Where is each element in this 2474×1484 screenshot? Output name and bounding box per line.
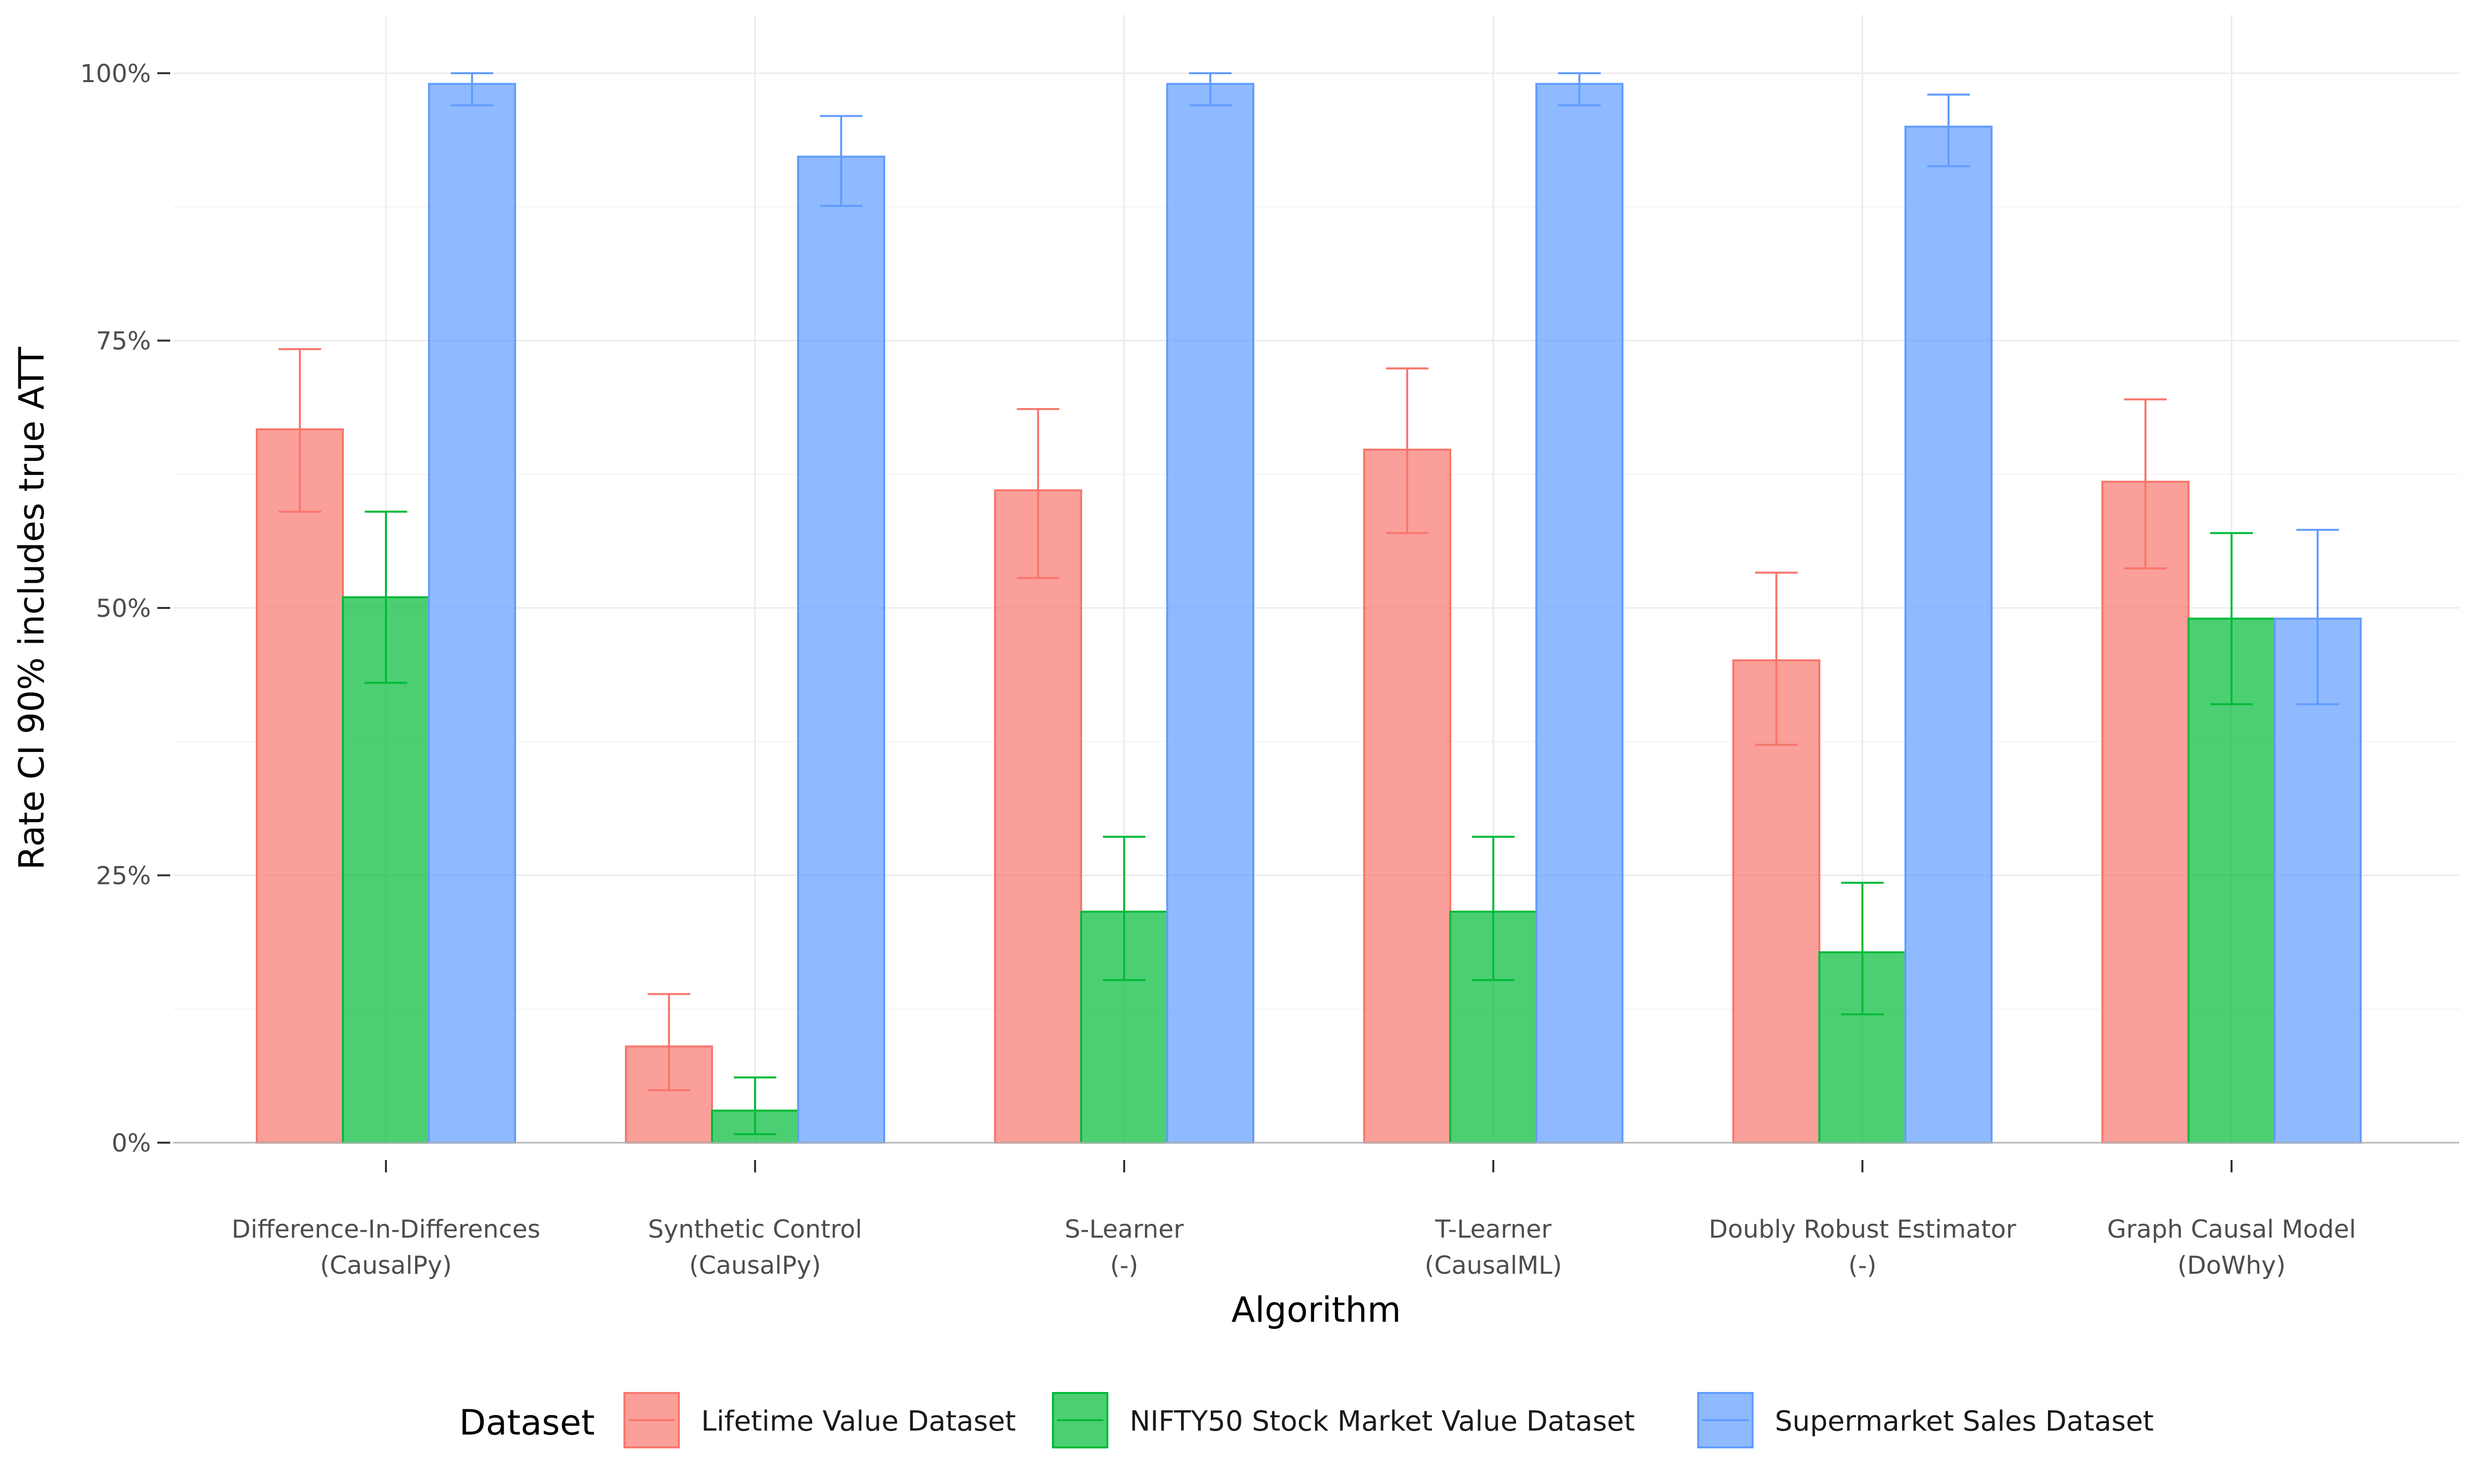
bar	[1535, 83, 1623, 1144]
error-bar	[365, 510, 407, 684]
error-bar	[2210, 532, 2253, 705]
error-bar	[1017, 408, 1059, 579]
bar	[1363, 449, 1451, 1144]
legend-label: Supermarket Sales Dataset	[1775, 1405, 2154, 1438]
x-tick-label-line2: (-)	[1848, 1251, 1876, 1280]
error-bar	[1841, 881, 1884, 1016]
x-axis-title: Algorithm	[1232, 1290, 1401, 1330]
x-tick-label-line2: (-)	[1110, 1251, 1138, 1280]
error-bar	[1927, 93, 1970, 168]
x-tick-label-line2: (CausalPy)	[320, 1251, 452, 1280]
y-axis-title: Rate CI 90% includes true ATT	[11, 347, 52, 870]
error-bar	[1472, 835, 1515, 981]
x-tick-label-line1: Doubly Robust Estimator	[1709, 1215, 2016, 1244]
bar	[994, 489, 1082, 1144]
bar	[428, 83, 516, 1144]
bar	[342, 596, 430, 1144]
error-bar	[279, 348, 321, 513]
error-bar	[734, 1076, 776, 1135]
bars	[256, 83, 2362, 1144]
x-tick-label-line1: Synthetic Control	[648, 1215, 862, 1244]
bar	[2188, 617, 2276, 1144]
error-bar	[820, 115, 862, 207]
x-tick-label-line2: (DoWhy)	[2178, 1251, 2286, 1280]
x-tick-label-line1: T-Learner	[1434, 1215, 1552, 1244]
y-tick-label: 0%	[112, 1129, 151, 1158]
legend-item: Lifetime Value Dataset	[623, 1392, 1016, 1448]
bar	[797, 155, 885, 1144]
error-bar	[2124, 398, 2167, 570]
error-bar	[2296, 529, 2339, 705]
error-bar	[1103, 835, 1145, 981]
bar	[2101, 480, 2189, 1144]
x-tick-label-line1: S-Learner	[1065, 1215, 1184, 1244]
bar	[1904, 126, 1993, 1144]
legend: Dataset Lifetime Value Dataset NIFTY50 St…	[459, 1392, 2154, 1448]
y-tick-label: 75%	[96, 327, 151, 356]
legend-item: Supermarket Sales Dataset	[1697, 1392, 2154, 1448]
error-bar	[1755, 571, 1798, 746]
error-bars	[279, 72, 2339, 1135]
legend-title: Dataset	[459, 1402, 595, 1443]
error-bar	[1558, 72, 1601, 106]
x-tick-label-line1: Difference-In-Differences	[232, 1215, 540, 1244]
x-tick-label-line2: (CausalML)	[1425, 1251, 1562, 1280]
y-axis: 0% 25% 50% 75% 100%	[80, 59, 170, 1158]
error-bar	[1189, 72, 1232, 106]
bar	[1166, 83, 1254, 1144]
error-bar	[451, 72, 493, 106]
error-bar	[1386, 367, 1428, 534]
x-tick-label-line1: Graph Causal Model	[2107, 1215, 2356, 1244]
error-bar	[648, 993, 690, 1092]
x-axis: Difference-In-Differences (CausalPy) Synth…	[232, 1160, 2356, 1280]
bar	[2274, 617, 2362, 1144]
y-tick-label: 50%	[96, 594, 151, 623]
legend-label: Lifetime Value Dataset	[701, 1405, 1016, 1438]
y-tick-label: 100%	[80, 59, 151, 88]
bar	[256, 428, 344, 1144]
legend-item: NIFTY50 Stock Market Value Dataset	[1052, 1392, 1635, 1448]
x-tick-label-line2: (CausalPy)	[689, 1251, 821, 1280]
legend-label: NIFTY50 Stock Market Value Dataset	[1130, 1405, 1635, 1438]
y-tick-label: 25%	[96, 862, 151, 890]
